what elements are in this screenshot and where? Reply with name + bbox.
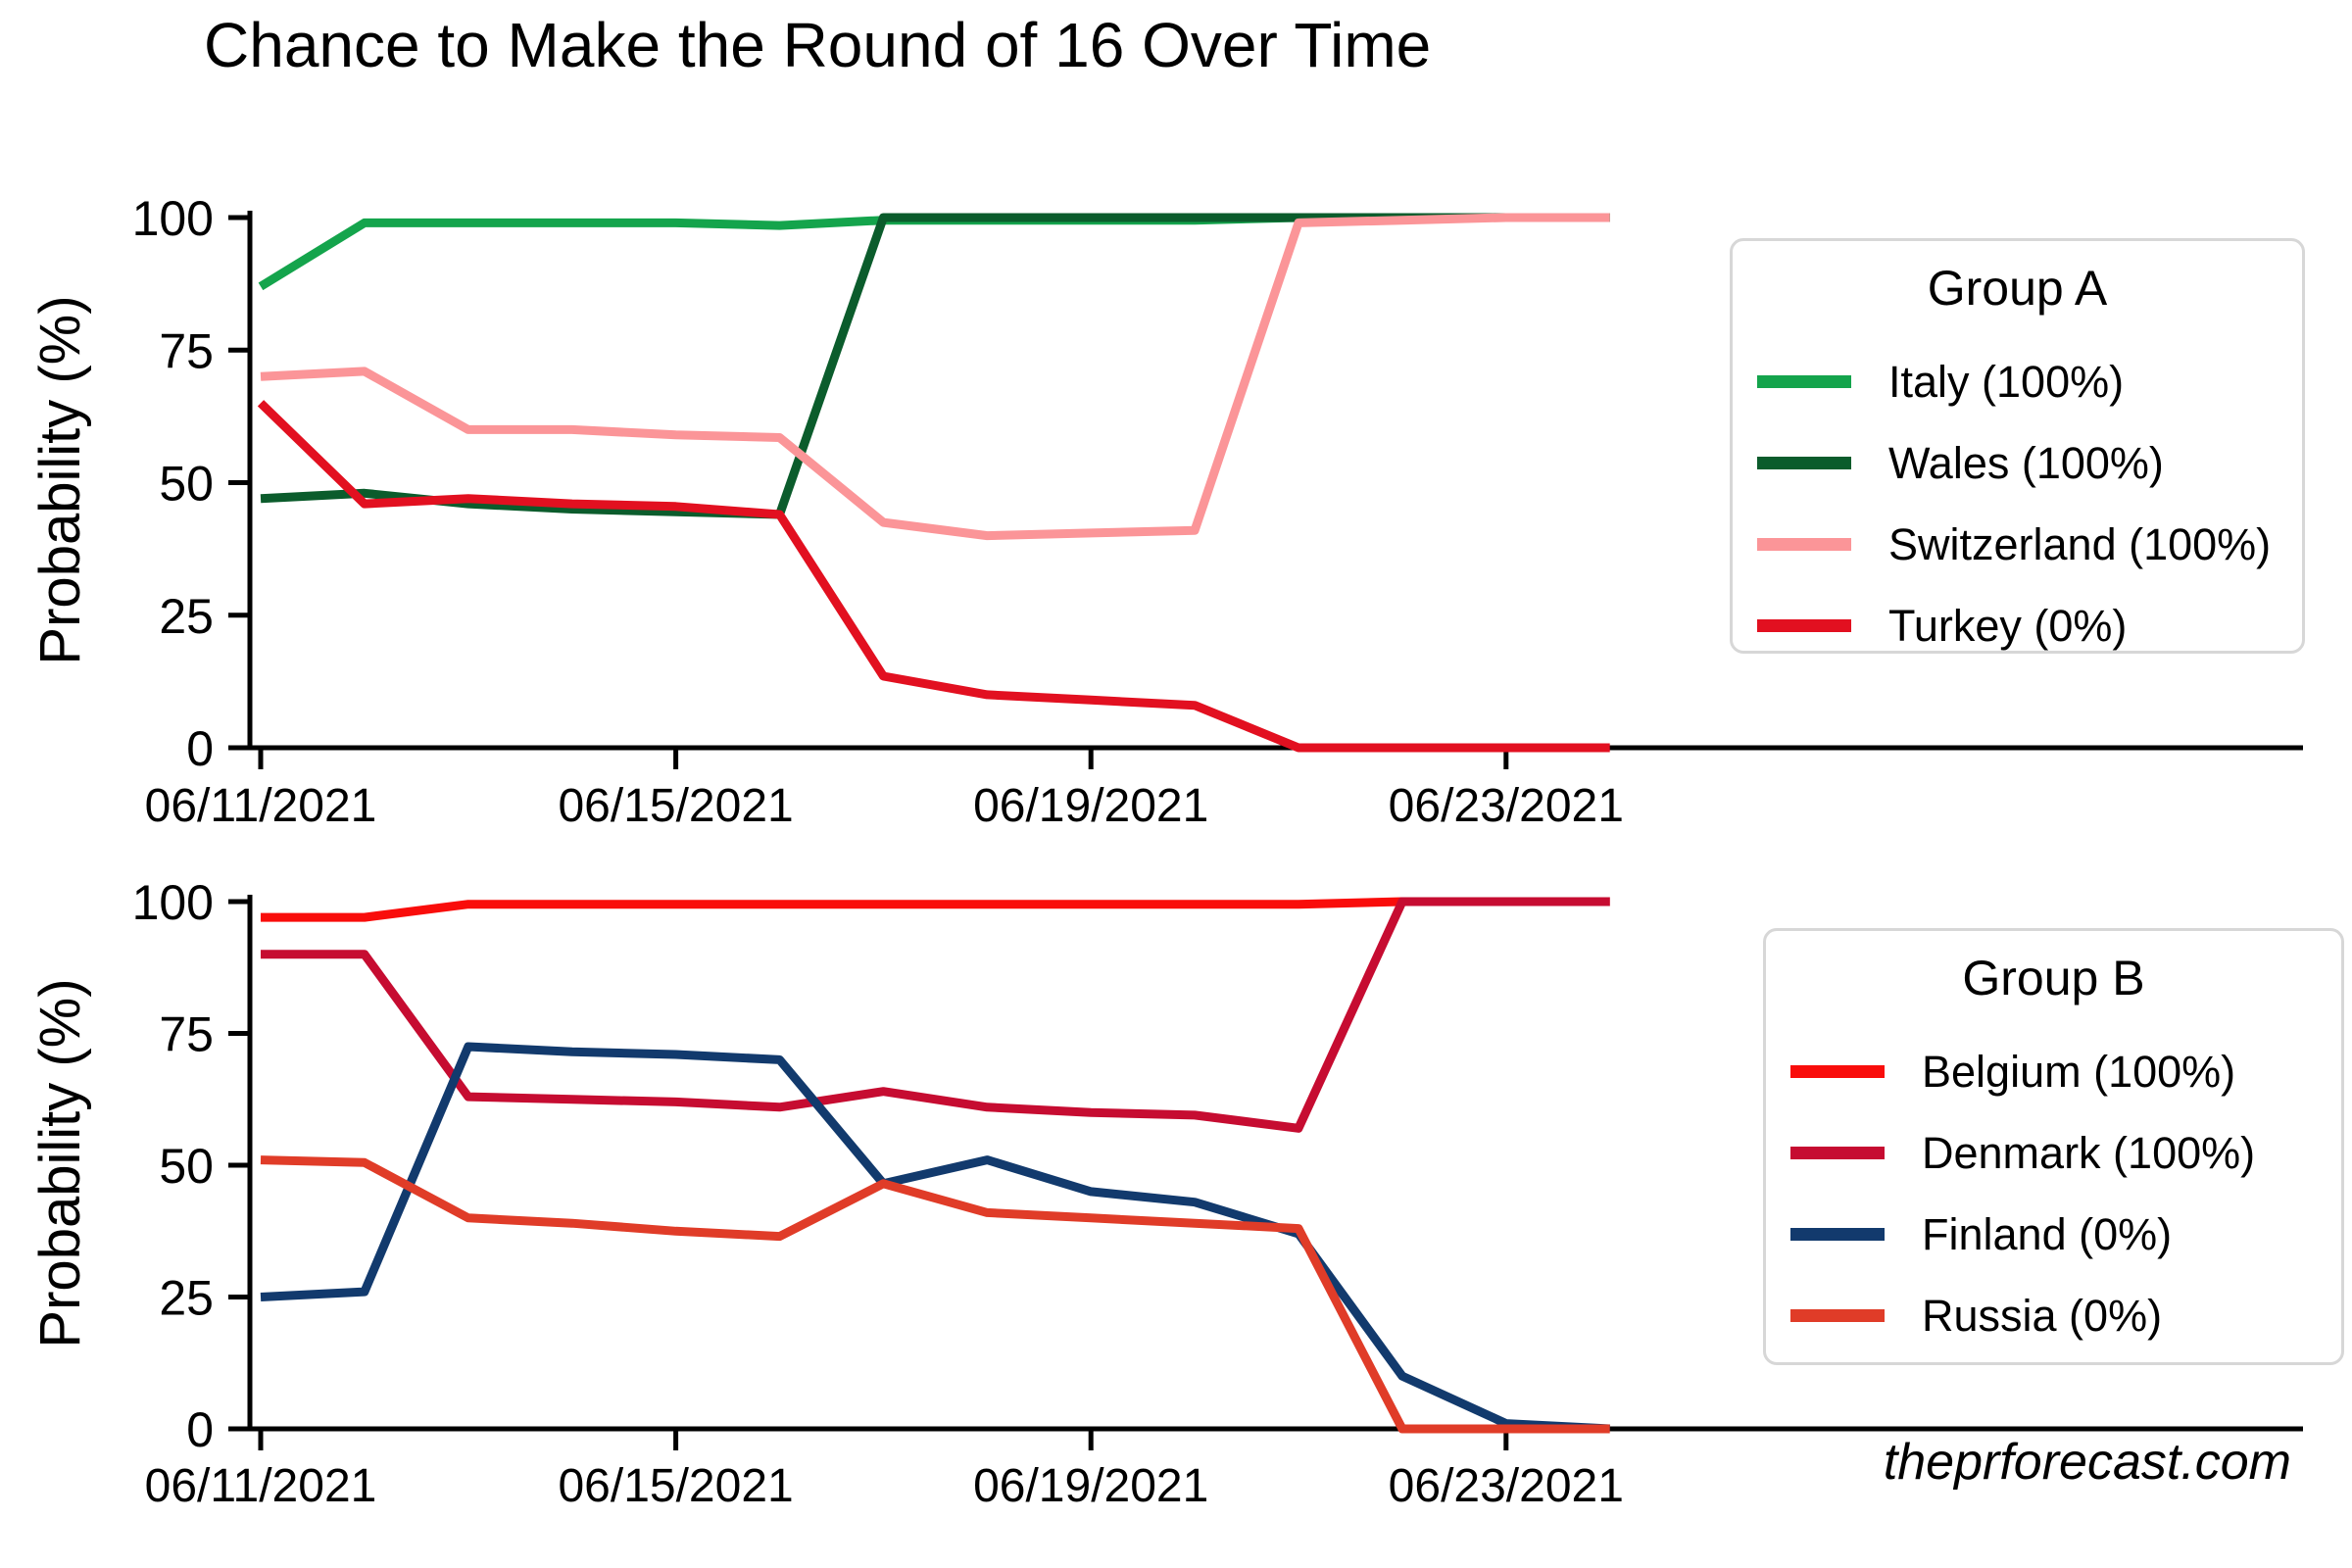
x-tick-label-group-a: 06/19/2021 <box>973 780 1208 832</box>
legend-label-turkey: Turkey (0%) <box>1888 600 2128 651</box>
x-tick-label-group-b: 06/11/2021 <box>145 1460 377 1512</box>
legend-swatch-turkey <box>1757 619 1851 632</box>
legend-item-denmark: Denmark (100%) <box>1790 1112 2331 1194</box>
legend-title-group-b: Group B <box>1962 951 2145 1005</box>
legend-group-b: Group B Belgium (100%) Denmark (100%) Finl… <box>1763 928 2344 1365</box>
y-tick-label-group-b: 100 <box>132 875 214 930</box>
legend-title-group-a: Group A <box>1927 261 2108 316</box>
chart-title: Chance to Make the Round of 16 Over Time <box>204 10 1432 80</box>
legend-item-switzerland: Switzerland (100%) <box>1757 504 2292 585</box>
x-tick-label-group-a: 06/23/2021 <box>1389 780 1624 832</box>
legend-group-a: Group A Italy (100%) Wales (100%) Switzerl… <box>1730 238 2305 654</box>
legend-label-italy: Italy (100%) <box>1888 356 2125 407</box>
legend-label-finland: Finland (0%) <box>1922 1208 2173 1259</box>
x-tick-label-group-a: 06/11/2021 <box>145 780 377 832</box>
y-tick-label-group-b: 75 <box>159 1007 214 1062</box>
y-tick-label-group-a: 100 <box>132 191 214 246</box>
legend-label-wales: Wales (100%) <box>1888 437 2164 488</box>
x-tick-label-group-a: 06/15/2021 <box>558 780 793 832</box>
series-line-italy <box>258 213 1610 291</box>
legend-item-finland: Finland (0%) <box>1790 1194 2331 1275</box>
legend-label-denmark: Denmark (100%) <box>1922 1127 2256 1178</box>
legend-item-russia: Russia (0%) <box>1790 1275 2331 1356</box>
legend-swatch-switzerland <box>1757 538 1851 551</box>
y-tick-label-group-a: 25 <box>159 589 214 644</box>
legend-swatch-belgium <box>1790 1065 1885 1078</box>
legend-item-belgium: Belgium (100%) <box>1790 1031 2331 1112</box>
series-line-switzerland <box>260 213 1610 541</box>
y-tick-label-group-b: 50 <box>159 1139 214 1194</box>
y-tick-label-group-b: 0 <box>186 1402 214 1457</box>
legend-swatch-wales <box>1757 457 1851 469</box>
series-line-russia <box>260 1155 1610 1434</box>
y-tick-label-group-b: 25 <box>159 1271 214 1326</box>
series-line-turkey <box>257 400 1610 753</box>
series-line-finland <box>260 1042 1610 1434</box>
legend-label-russia: Russia (0%) <box>1922 1290 2163 1341</box>
legend-swatch-denmark <box>1790 1147 1885 1159</box>
legend-items-group-b: Belgium (100%) Denmark (100%) Finland (0%)… <box>1790 1031 2331 1356</box>
legend-label-switzerland: Switzerland (100%) <box>1888 518 2272 569</box>
legend-item-turkey: Turkey (0%) <box>1757 585 2292 666</box>
legend-label-belgium: Belgium (100%) <box>1922 1046 2236 1097</box>
y-axis-label-group-a: Probability (%) <box>28 295 92 665</box>
y-axis-label-group-b: Probability (%) <box>28 978 92 1348</box>
x-tick-label-group-b: 06/15/2021 <box>558 1460 793 1512</box>
y-tick-label-group-a: 50 <box>159 457 214 512</box>
series-line-denmark <box>261 897 1610 1133</box>
x-tick-label-group-b: 06/23/2021 <box>1389 1460 1624 1512</box>
watermark: theprforecast.com <box>1883 1434 2291 1491</box>
legend-swatch-russia <box>1790 1309 1885 1322</box>
legend-items-group-a: Italy (100%) Wales (100%) Switzerland (100… <box>1757 341 2292 666</box>
legend-item-italy: Italy (100%) <box>1757 341 2292 422</box>
y-tick-label-group-a: 0 <box>186 721 214 776</box>
legend-item-wales: Wales (100%) <box>1757 422 2292 504</box>
series-line-belgium <box>261 897 1610 922</box>
legend-swatch-finland <box>1790 1228 1885 1241</box>
y-tick-label-group-a: 75 <box>159 323 214 378</box>
legend-swatch-italy <box>1757 375 1851 388</box>
series-line-wales <box>260 213 1610 519</box>
x-tick-label-group-b: 06/19/2021 <box>973 1460 1208 1512</box>
